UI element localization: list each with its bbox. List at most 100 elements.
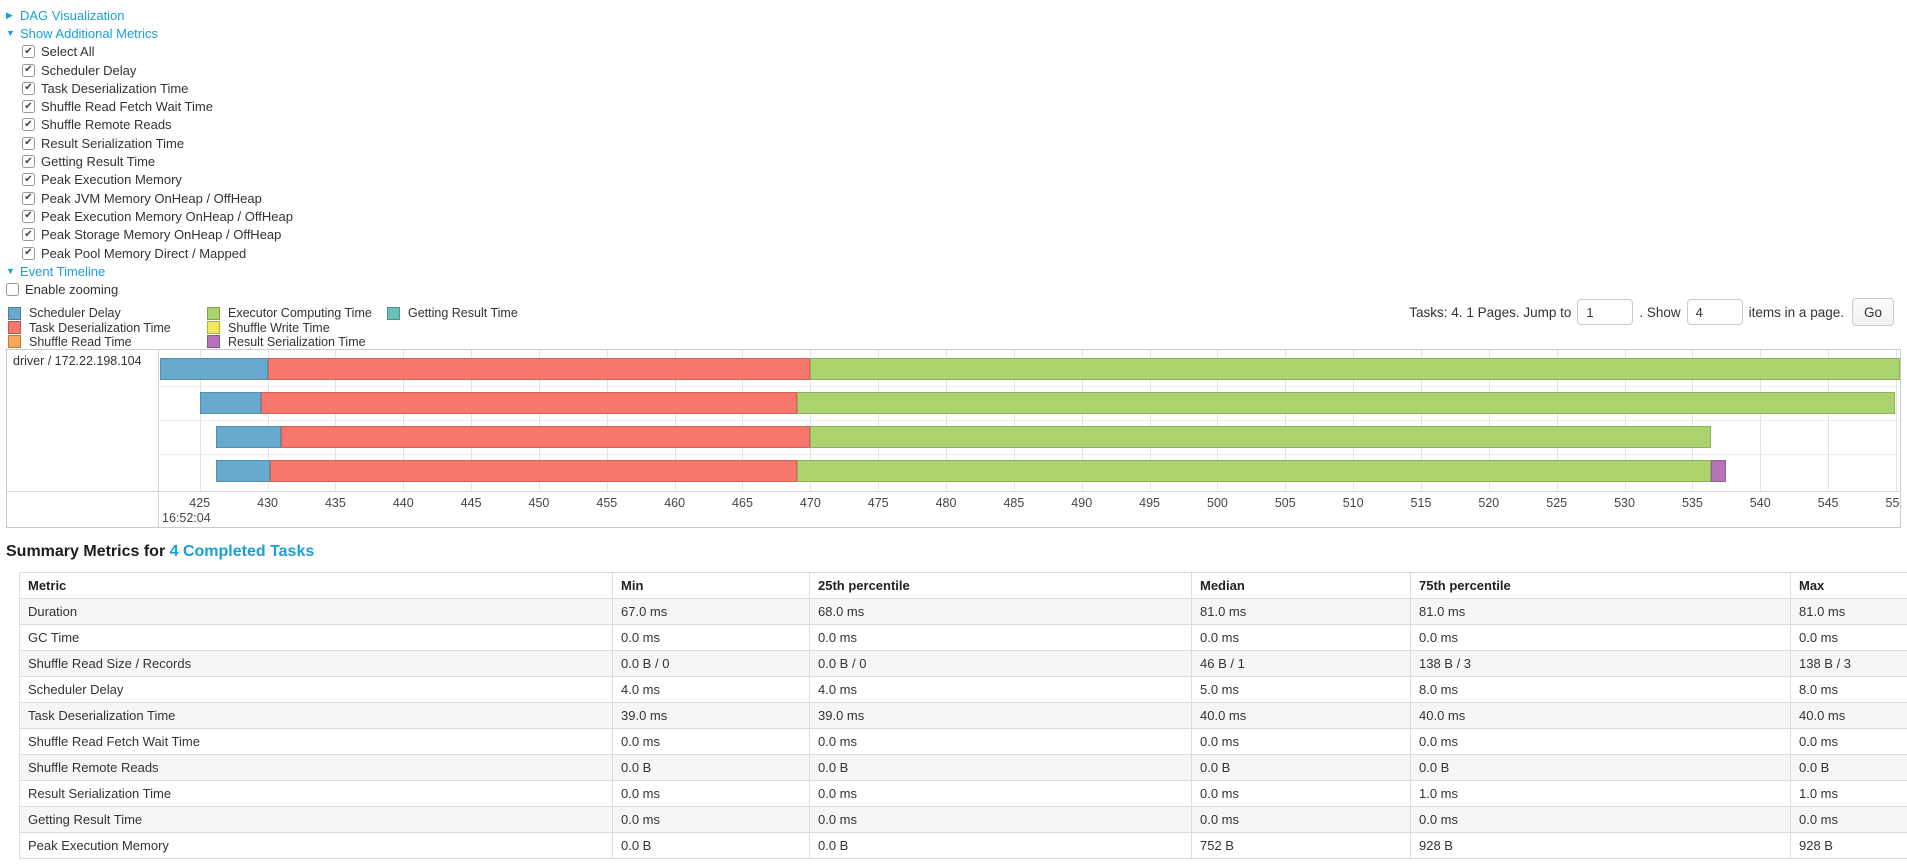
legend-entry: Task Deserialization Time [8,320,171,335]
task-1-task-deserialization-bar[interactable] [260,392,797,414]
row-separator [159,454,1900,455]
axis-tick-label: 490 [1071,496,1093,510]
axis-tick-label: 435 [324,496,346,510]
metric-checkbox[interactable]: ✔ [22,63,35,77]
metric-value-cell: 1.0 ms [1410,780,1791,807]
legend-column: Getting Result Time [387,306,518,320]
metric-checkbox[interactable]: ✔ [22,81,35,95]
metric-checkbox-label: Scheduler Delay [41,62,137,78]
metric-value-cell: 138 B / 3 [1410,650,1791,677]
check-icon: ✔ [24,64,33,76]
task-3-executor-computing-bar[interactable] [796,460,1712,482]
show-additional-metrics-link[interactable]: Show Additional Metrics [20,25,159,41]
metric-value-cell: 0.0 B [1191,754,1411,781]
metric-name-cell: Getting Result Time [19,806,613,833]
legend-label: Result Serialization Time [228,334,366,349]
go-button[interactable]: Go [1851,298,1894,326]
event-timeline-link[interactable]: Event Timeline [20,263,106,279]
summary-table-row: GC Time 0.0 ms 0.0 ms 0.0 ms 0.0 ms 0.0 ms [19,624,1907,651]
task-3-task-deserialization-bar[interactable] [270,460,797,482]
metric-value-cell: 138 B / 3 [1790,650,1907,677]
summary-table-row: Shuffle Read Size / Records 0.0 B / 0 0.0 … [19,650,1907,677]
summary-header-cell: 75th percentile [1410,572,1791,599]
enable-zooming-checkbox[interactable] [6,283,19,297]
check-icon: ✔ [24,100,33,112]
summary-header-cell: Metric [19,572,613,599]
summary-table-row: Shuffle Remote Reads 0.0 B 0.0 B 0.0 B 0.0 B… [19,754,1907,781]
task-1-executor-computing-bar[interactable] [796,392,1895,414]
summary-metrics-heading: Summary Metrics for 4 Completed Tasks [6,543,314,561]
summary-table-row: Result Serialization Time 0.0 ms 0.0 ms 0.0… [19,780,1907,807]
metric-checkbox-row: ✔ Peak Execution Memory OnHeap / OffHeap [22,207,293,225]
legend-entry: Getting Result Time [387,306,518,320]
task-0-scheduler-delay-bar[interactable] [160,358,268,380]
metric-checkbox[interactable]: ✔ [22,118,35,132]
metric-checkbox-row: ✔ Peak Pool Memory Direct / Mapped [22,244,293,262]
metric-checkbox[interactable]: ✔ [22,45,35,59]
metric-name-cell: Scheduler Delay [19,676,613,703]
axis-tick-label: 550 [1885,496,1900,510]
axis-tick-label: 465 [732,496,753,510]
metric-value-cell: 0.0 ms [612,624,810,651]
metric-value-cell: 0.0 ms [1191,780,1411,807]
summary-table-row: Scheduler Delay 4.0 ms 4.0 ms 5.0 ms 8.0 ms 8… [19,676,1907,703]
metric-checkbox-label: Result Serialization Time [41,135,185,151]
metric-value-cell: 0.0 ms [612,806,810,833]
task-3-result-serialization-bar[interactable] [1711,460,1727,482]
task-3-scheduler-delay-bar[interactable] [215,460,271,482]
summary-table-row: Getting Result Time 0.0 ms 0.0 ms 0.0 ms 0.0… [19,806,1907,833]
check-icon: ✔ [24,118,33,130]
legend-entry: Result Serialization Time [207,335,372,349]
enable-zooming-label: Enable zooming [25,282,119,298]
metric-value-cell: 0.0 ms [1191,624,1411,651]
axis-tick-label: 540 [1749,496,1771,510]
metric-checkbox-label: Shuffle Read Fetch Wait Time [41,99,213,115]
axis-tick-label: 470 [799,496,821,510]
check-icon: ✔ [24,155,33,167]
metric-value-cell: 0.0 ms [612,728,810,755]
metric-value-cell: 0.0 B [1410,754,1791,781]
items-per-page-input[interactable] [1686,299,1743,325]
metric-name-cell: Shuffle Read Size / Records [19,650,613,677]
metric-value-cell: 0.0 B [809,832,1192,859]
summary-header-cell: Median [1191,572,1411,599]
legend-entry: Scheduler Delay [8,306,171,320]
metric-checkbox[interactable]: ✔ [22,136,35,150]
task-2-task-deserialization-bar[interactable] [281,426,811,448]
task-2-executor-computing-bar[interactable] [810,426,1712,448]
task-0-executor-computing-bar[interactable] [810,358,1900,380]
jump-to-page-input[interactable] [1577,299,1634,325]
completed-tasks-link[interactable]: 4 Completed Tasks [169,543,315,560]
metric-value-cell: 0.0 B [612,754,810,781]
metric-name-cell: Task Deserialization Time [19,702,613,729]
event-timeline-toggle[interactable]: ▼ Event Timeline [6,262,293,280]
metric-checkbox[interactable]: ✔ [22,100,35,114]
metric-checkbox-row: ✔ Task Deserialization Time [22,79,293,97]
metric-value-cell: 39.0 ms [612,702,810,729]
metric-checkbox[interactable]: ✔ [22,228,35,242]
task-1-scheduler-delay-bar[interactable] [199,392,261,414]
dag-visualization-toggle[interactable]: ▶ DAG Visualization [6,6,293,24]
summary-metrics-header-row: Metric Min 25th percentile Median 75th perce… [19,572,1907,599]
metric-checkbox[interactable]: ✔ [22,209,35,223]
task-2-scheduler-delay-bar[interactable] [215,426,282,448]
row-separator [159,386,1900,387]
axis-tick-label: 520 [1478,496,1500,510]
dag-visualization-link[interactable]: DAG Visualization [20,7,125,23]
axis-tick-label: 515 [1410,496,1432,510]
metric-checkbox-row: ✔ Select All [22,43,293,61]
show-additional-metrics-toggle[interactable]: ▼ Show Additional Metrics [6,24,293,42]
task-0-task-deserialization-bar[interactable] [267,358,811,380]
metric-value-cell: 0.0 ms [809,624,1192,651]
metric-checkbox[interactable]: ✔ [22,173,35,187]
axis-tick-label: 505 [1274,496,1296,510]
axis-tick-label: 480 [935,496,957,510]
metric-checkbox[interactable]: ✔ [22,246,35,260]
metric-checkbox[interactable]: ✔ [22,155,35,169]
metric-checkbox[interactable]: ✔ [22,191,35,205]
check-icon: ✔ [24,210,33,222]
metric-value-cell: 40.0 ms [1410,702,1791,729]
summary-header-cell: Min [612,572,810,599]
metric-name-cell: Shuffle Remote Reads [19,754,613,781]
metric-name-cell: Shuffle Read Fetch Wait Time [19,728,613,755]
